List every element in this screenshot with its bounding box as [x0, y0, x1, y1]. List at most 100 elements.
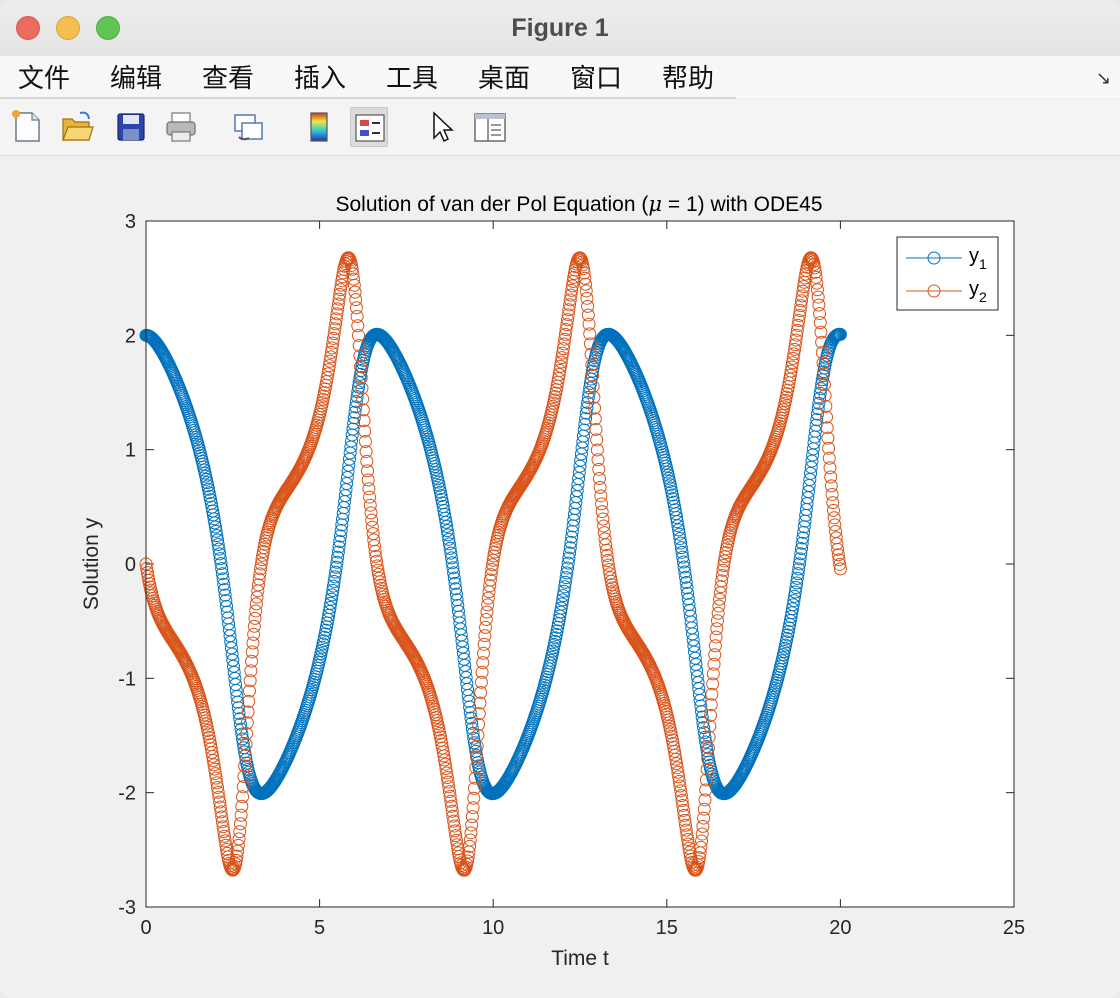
link-plot-icon[interactable] [230, 107, 268, 147]
series-2-point [832, 553, 846, 567]
series-2-point [581, 299, 595, 313]
series-2-point [238, 748, 252, 762]
series-2-point [215, 810, 229, 824]
property-inspector-icon[interactable] [470, 107, 508, 147]
series-1-point [556, 589, 570, 603]
series-1-point [680, 581, 694, 595]
series-1-point [579, 412, 593, 426]
series-2-point [231, 838, 245, 852]
save-icon[interactable] [112, 107, 150, 147]
series-2-point [821, 431, 835, 445]
series-2-point [785, 360, 799, 374]
series-2-point [210, 776, 224, 790]
series-1-point [810, 413, 824, 427]
menu-tools[interactable]: 工具 [386, 63, 439, 93]
print-icon[interactable] [162, 107, 200, 147]
series-1-point [557, 584, 571, 598]
series-2-point [679, 823, 693, 837]
legend-icon[interactable] [350, 107, 388, 147]
series-2-point [594, 489, 608, 503]
series-2-point [359, 445, 373, 459]
series-1-point [787, 594, 801, 608]
series-2-point [254, 557, 268, 571]
series-2-point [252, 572, 266, 586]
menu-help[interactable]: 帮助 [662, 63, 715, 93]
series-1-point [467, 736, 481, 750]
series-2-point [242, 694, 256, 708]
series-2-point [699, 783, 713, 797]
legend[interactable]: y1 y2 [896, 236, 999, 311]
series-2-point [784, 364, 798, 378]
series-2-point [793, 304, 807, 318]
data-series-layer [139, 251, 847, 877]
new-figure-icon[interactable] [8, 107, 46, 147]
series-1-point [792, 557, 806, 571]
close-window-button[interactable] [16, 16, 40, 40]
series-2-point [447, 819, 461, 833]
series-1-point [564, 535, 578, 549]
series-1-point [810, 407, 824, 421]
series-2-point [345, 262, 359, 276]
series-2-point [476, 656, 490, 670]
colorbar-icon[interactable] [300, 107, 338, 147]
series-2-point [345, 258, 359, 272]
menu-window[interactable]: 窗口 [570, 63, 623, 93]
series-2-point [783, 368, 797, 382]
series-2-point [795, 289, 809, 303]
series-2-point [470, 750, 484, 764]
menu-insert[interactable]: 插入 [294, 63, 347, 93]
series-2-point [813, 316, 827, 330]
series-1-point [674, 541, 688, 555]
series-1-point [443, 541, 457, 555]
series-2-point [442, 785, 456, 799]
series-2-point [486, 558, 500, 572]
series-1-point [558, 580, 572, 594]
maximize-window-button[interactable] [96, 16, 120, 40]
series-1-point [583, 376, 597, 390]
axes-box [145, 220, 1015, 908]
series-2-point [466, 801, 480, 815]
series-2-point [703, 719, 717, 733]
series-2-point [697, 811, 711, 825]
menu-desktop[interactable]: 桌面 [478, 63, 531, 93]
title-bar[interactable]: Figure 1 [0, 0, 1120, 56]
series-1-point [561, 561, 574, 575]
series-2-point [825, 487, 839, 501]
series-2-point [233, 817, 247, 831]
series-2-point [458, 863, 472, 877]
chart-title: Solution of van der Pol Equation (μ = 1)… [335, 192, 822, 216]
series-1-point [554, 601, 568, 615]
series-1-point [332, 540, 346, 554]
series-1-point [218, 588, 232, 602]
y-tick-label: 2 [125, 325, 136, 347]
series-2-point [205, 745, 219, 759]
open-file-icon[interactable] [58, 107, 96, 147]
menu-overflow-icon[interactable]: ↘ [1096, 68, 1112, 88]
menu-view[interactable]: 查看 [202, 63, 255, 93]
series-2-point [551, 371, 565, 385]
series-1-point [440, 524, 454, 538]
series-2-point [362, 482, 376, 496]
series-1-point [330, 555, 344, 569]
menu-file[interactable]: 文件 [18, 63, 71, 93]
minimize-window-button[interactable] [56, 16, 80, 40]
series-1-point [554, 605, 568, 619]
series-1-point [445, 551, 459, 565]
series-2-point [692, 851, 706, 865]
series-2-point [445, 804, 459, 818]
series-2 [139, 251, 847, 877]
series-2-point [363, 490, 377, 504]
series-2-point [480, 605, 494, 619]
series-2-point [561, 313, 574, 327]
menu-edit[interactable]: 编辑 [110, 63, 163, 93]
series-1-point [215, 567, 229, 581]
pointer-icon[interactable] [422, 107, 460, 147]
series-2-point [699, 773, 713, 787]
series-2-point [349, 301, 363, 315]
series-2-point [327, 327, 341, 341]
series-2-point [557, 337, 571, 351]
series-2-point [814, 325, 828, 339]
series-1-point [449, 582, 463, 596]
series-2-point [705, 687, 719, 701]
series-2-point [357, 414, 371, 428]
